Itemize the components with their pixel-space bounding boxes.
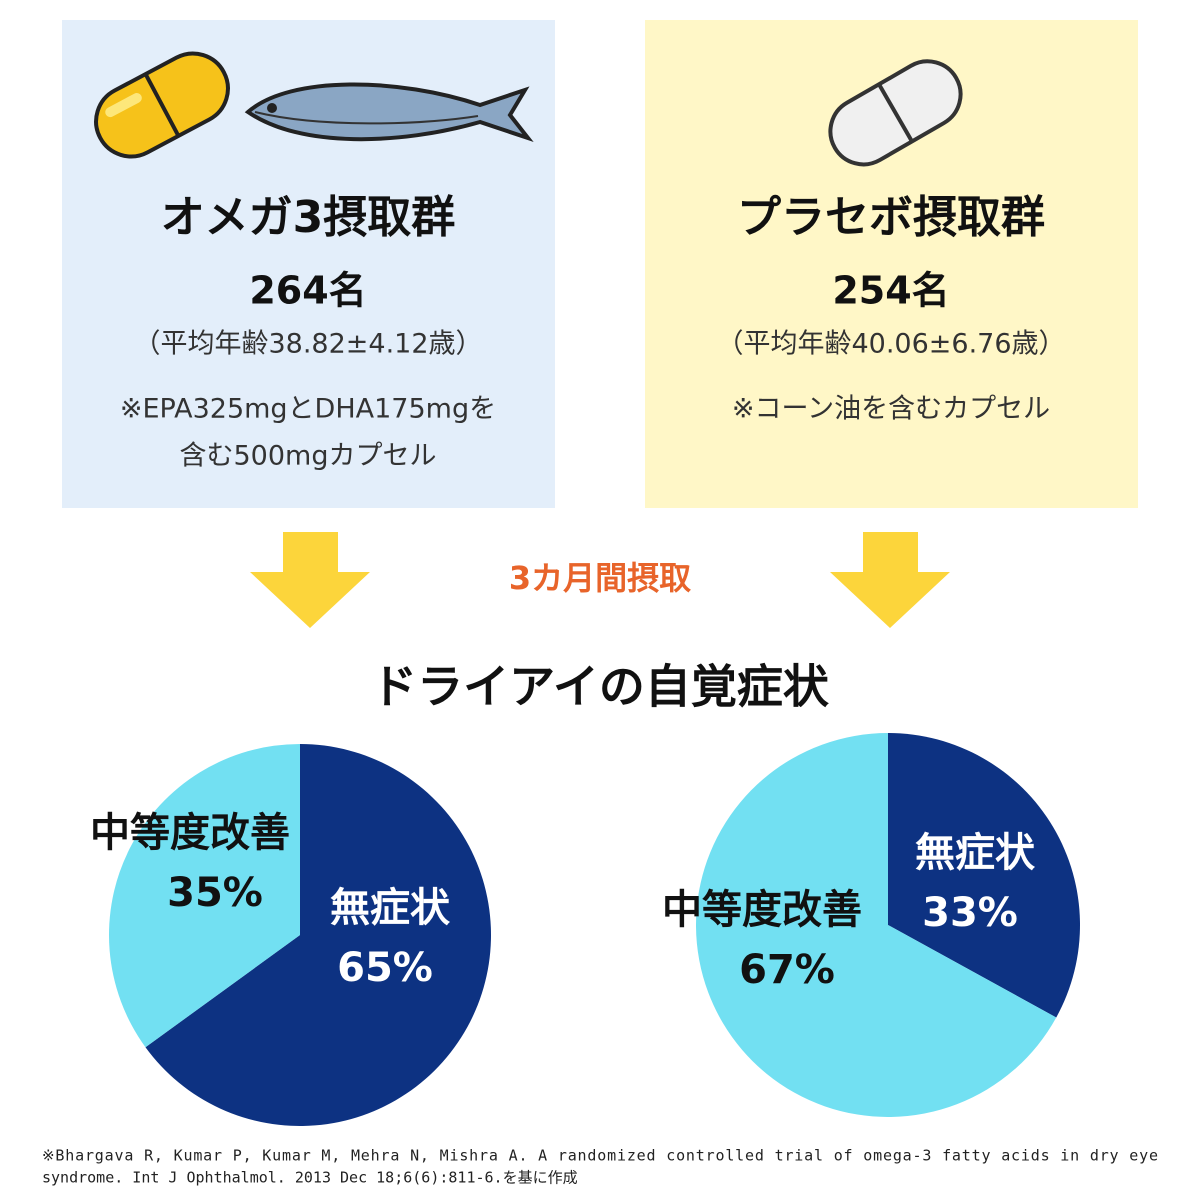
group-note: ※EPA325mgとDHA175mgを [120,394,496,425]
pie-slice [888,733,1080,1018]
group-count: 264名 [249,269,366,313]
slice-value: 35% [167,870,263,916]
slice-label: 無症状 [330,885,451,931]
group-age: （平均年齢40.06±6.76歳） [716,329,1065,360]
slice-label: 中等度改善 [90,810,290,856]
group-note: ※コーン油を含むカプセル [732,394,1050,425]
arrow [830,532,950,628]
group-title: プラセボ摂取群 [737,192,1045,243]
group-note: 含む500mgカプセル [180,441,437,472]
pie-slice [145,744,491,1126]
slice-label: 無症状 [915,830,1036,876]
fish [244,82,534,142]
arrow [250,532,370,628]
slice-value: 65% [337,945,433,991]
gold-capsule [94,51,230,159]
white-capsule [828,59,963,167]
section-title: ドライアイの自覚症状 [371,660,830,714]
group-count: 254名 [832,269,949,313]
group-age: （平均年齢38.82±4.12歳） [133,329,482,360]
slice-value: 33% [922,890,1018,936]
group-title: オメガ3摂取群 [161,192,456,243]
slice-value: 67% [739,947,835,993]
pie-slice [108,743,300,1048]
citation: ※Bhargava R, Kumar P, Kumar M, Mehra N, … [42,1147,1158,1165]
duration: 3カ月間摂取 [509,559,691,597]
pie-slice [696,732,1057,1117]
slice-label: 中等度改善 [662,887,862,933]
citation: syndrome. Int J Ophthalmol. 2013 Dec 18;… [42,1169,578,1187]
